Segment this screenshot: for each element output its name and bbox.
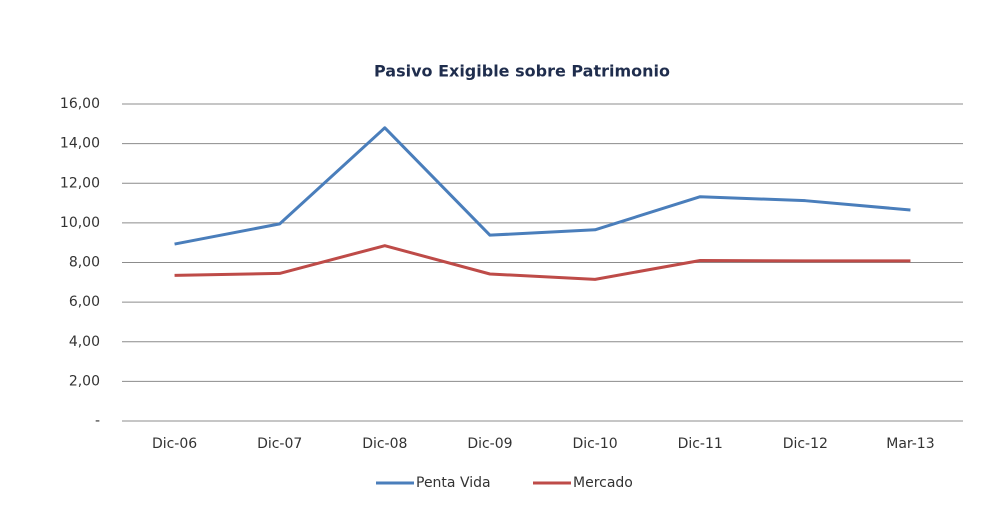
y-tick-label: 10,00 [60,215,100,231]
series-line [174,244,911,281]
x-tick-label: Dic-09 [467,436,512,452]
series-line [174,126,911,246]
x-tick-label: Mar-13 [886,436,934,452]
legend-label: Penta Vida [416,475,491,491]
y-tick-label: 2,00 [69,373,100,389]
chart-title: Pasivo Exigible sobre Patrimonio [374,62,670,81]
x-tick-label: Dic-06 [152,436,197,452]
y-tick-label: 6,00 [69,294,100,310]
y-tick-label: 16,00 [60,96,100,112]
y-tick-label: 14,00 [60,136,100,152]
x-tick-label: Dic-12 [783,436,828,452]
y-tick-label: 8,00 [69,255,100,271]
x-tick-label: Dic-08 [362,436,407,452]
x-tick-label: Dic-11 [678,436,723,452]
x-tick-label: Dic-10 [572,436,617,452]
x-tick-label: Dic-07 [257,436,302,452]
y-tick-label: 12,00 [60,175,100,191]
y-tick-label: 4,00 [69,334,100,350]
legend-label: Mercado [573,475,633,491]
y-tick-label: - [95,413,100,429]
